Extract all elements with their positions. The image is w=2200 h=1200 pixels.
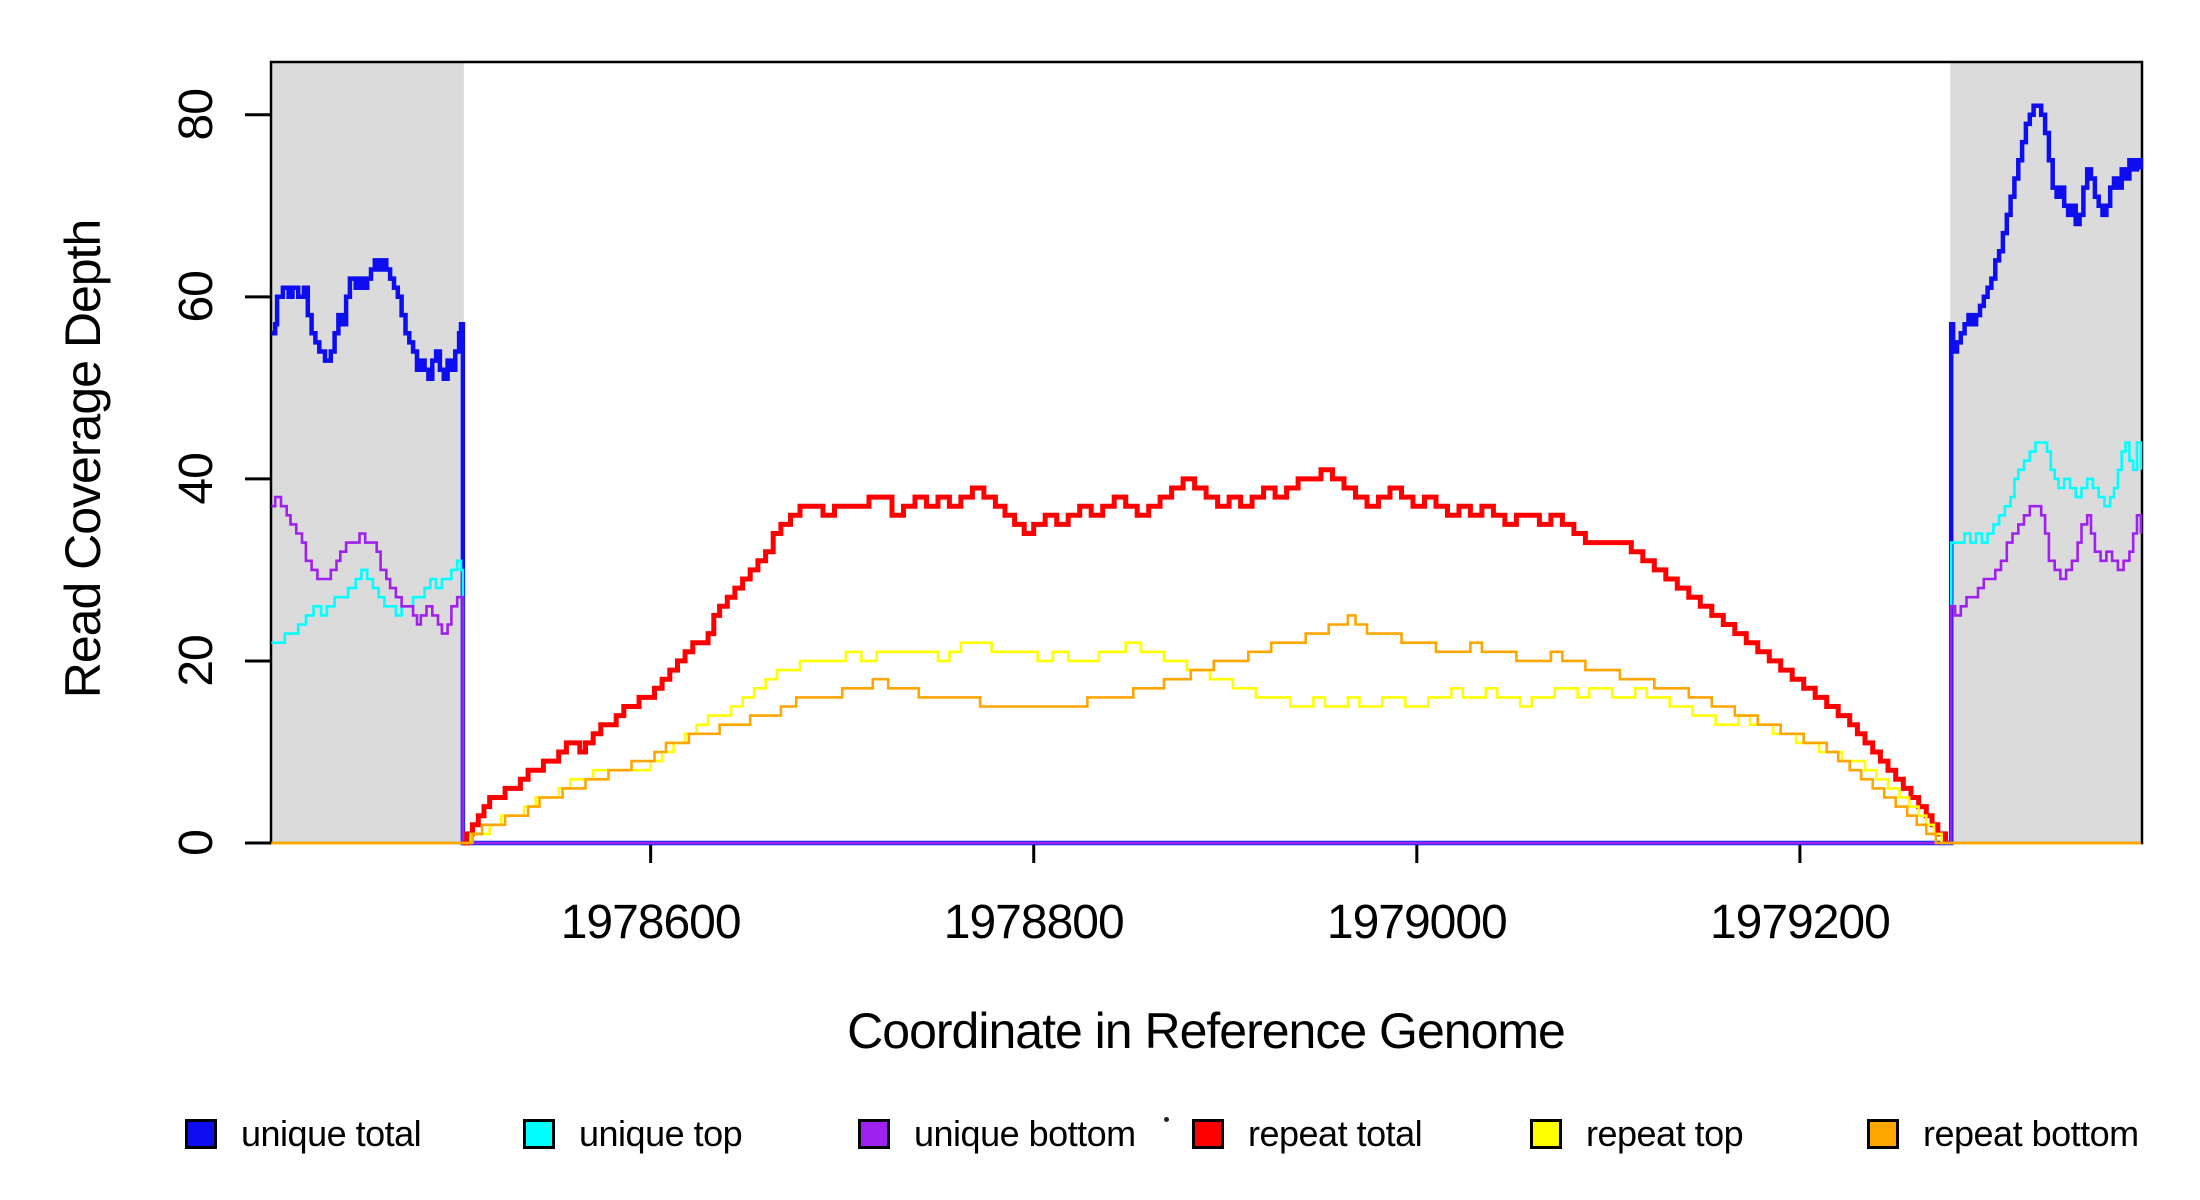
y-tick-label: 60 <box>170 271 223 322</box>
x-axis-title: Coordinate in Reference Genome <box>847 1003 1566 1059</box>
legend-swatch-repeat-total <box>1192 1119 1224 1149</box>
legend-item-unique-total: unique total <box>185 1112 422 1156</box>
legend-item-repeat-bottom: repeat bottom <box>1867 1112 2139 1156</box>
y-tick-label: 80 <box>170 89 223 140</box>
y-tick-label: 20 <box>170 635 223 686</box>
stray-point-mark <box>1164 1117 1169 1122</box>
x-tick-label: 1979200 <box>1710 896 1890 949</box>
legend-swatch-repeat-bottom <box>1867 1119 1899 1149</box>
legend-label: repeat top <box>1586 1113 1744 1154</box>
plot-box <box>269 60 2144 845</box>
legend-label: unique total <box>241 1113 422 1154</box>
legend-item-repeat-total: repeat total <box>1192 1112 1423 1156</box>
series-group <box>271 103 2144 846</box>
y-tick-label: 0 <box>170 830 223 856</box>
legend-swatch-unique-bottom <box>858 1119 890 1149</box>
series-repeat-total <box>462 467 1948 846</box>
legend-swatch-unique-top <box>523 1119 555 1149</box>
x-tick-label: 1979000 <box>1327 896 1507 949</box>
x-tick-label: 1978800 <box>944 896 1124 949</box>
legend-label: repeat bottom <box>1923 1113 2139 1154</box>
series-unique-total <box>271 103 2144 846</box>
legend-item-repeat-top: repeat top <box>1530 1112 1744 1156</box>
series-repeat-top <box>271 641 2141 845</box>
x-tick-label: 1978600 <box>561 896 741 949</box>
legend-label: unique top <box>579 1113 743 1154</box>
y-tick-label: 40 <box>170 453 223 504</box>
legend-label: unique bottom <box>914 1113 1136 1154</box>
series-unique-top <box>271 441 2143 845</box>
legend-item-unique-bottom: unique bottom <box>858 1112 1136 1156</box>
legend-label: repeat total <box>1248 1113 1423 1154</box>
chart-legend: unique total unique top unique bottom re… <box>0 1112 2200 1172</box>
y-axis-title: Read Coverage Depth <box>55 219 111 699</box>
shaded-region-left <box>271 62 464 843</box>
legend-item-unique-top: unique top <box>523 1112 743 1156</box>
legend-swatch-unique-total <box>185 1119 217 1149</box>
series-repeat-bottom <box>271 614 2141 845</box>
legend-swatch-repeat-top <box>1530 1119 1562 1149</box>
